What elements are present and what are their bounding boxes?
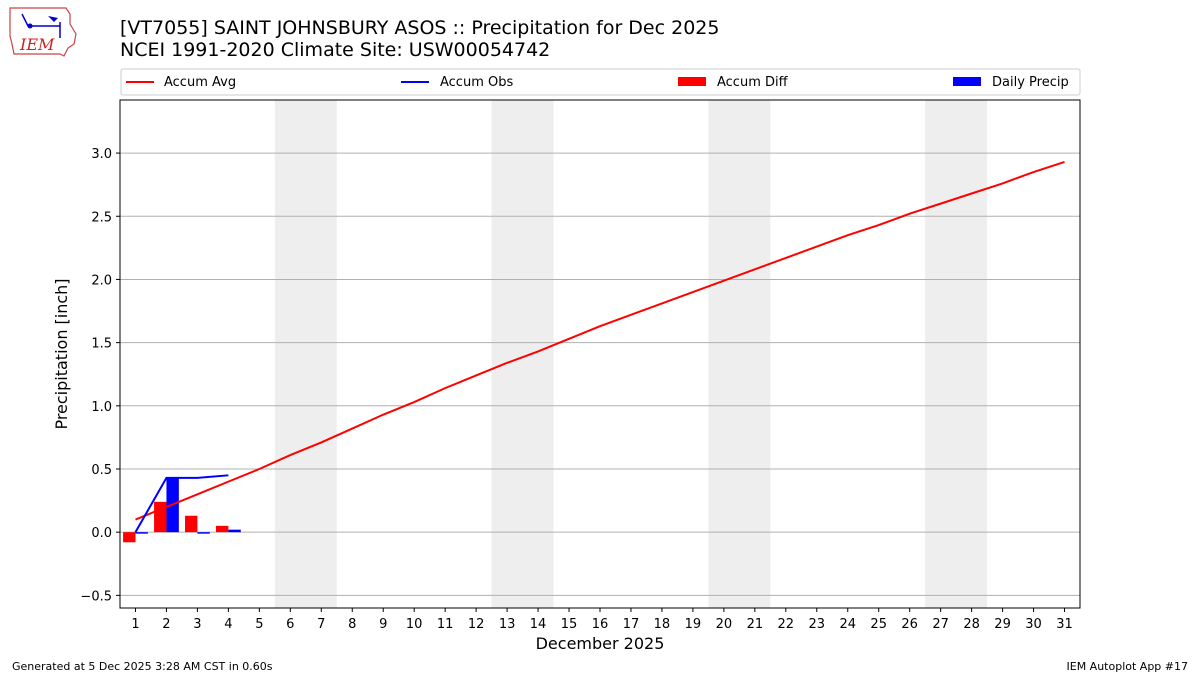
weekend-shade (925, 100, 988, 608)
chart-legend: Accum Avg Accum Obs Accum Diff Daily Pre… (120, 68, 1081, 96)
x-tick-label: 29 (994, 617, 1011, 632)
accum-diff-bar (123, 532, 136, 543)
y-tick-label: 3.0 (91, 147, 112, 162)
weekend-shade (274, 100, 337, 608)
y-tick-label: 2.5 (91, 210, 112, 225)
x-tick-label: 20 (716, 617, 733, 632)
x-tick-label: 31 (1056, 617, 1073, 632)
accum-obs-line (134, 474, 229, 533)
weekend-shade (708, 100, 771, 608)
accum-avg-line (135, 160, 1065, 521)
y-tick-label: 1.0 (91, 400, 112, 415)
y-tick-label: 0.5 (91, 463, 112, 478)
plot-frame (119, 99, 1081, 609)
x-tick-label: 14 (530, 617, 547, 632)
x-tick-label: 27 (932, 617, 949, 632)
x-tick-label: 24 (839, 617, 856, 632)
iem-logo-text: IEM (19, 35, 55, 54)
y-axis-label: Precipitation [inch] (52, 278, 71, 429)
accum-diff-bar (216, 525, 229, 533)
x-tick-label: 3 (193, 617, 201, 632)
x-tick-label: 5 (255, 617, 263, 632)
x-tick-label: 22 (778, 617, 795, 632)
x-tick-label: 30 (1025, 617, 1042, 632)
daily-precip-bar (197, 532, 210, 534)
x-tick-label: 18 (654, 617, 671, 632)
iem-logo: IEM (9, 7, 77, 57)
x-tick-label: 21 (747, 617, 764, 632)
weekend-shade (491, 100, 554, 608)
legend-label-accum-avg: Accum Avg (164, 75, 236, 90)
y-tick-label: −0.5 (80, 589, 112, 604)
chart-title: [VT7055] SAINT JOHNSBURY ASOS :: Precipi… (120, 17, 720, 39)
x-tick-label: 23 (809, 617, 826, 632)
x-tick-label: 17 (623, 617, 640, 632)
x-tick-label: 6 (286, 617, 294, 632)
x-tick-label: 11 (437, 617, 454, 632)
accum-diff-bar (154, 501, 167, 533)
x-tick-label: 9 (379, 617, 387, 632)
x-tick-label: 13 (499, 617, 516, 632)
y-tick-label: 1.5 (91, 337, 112, 352)
app-footer: IEM Autoplot App #17 (1066, 660, 1189, 673)
x-tick-label: 25 (870, 617, 887, 632)
x-tick-label: 26 (901, 617, 918, 632)
x-tick-label: 19 (685, 617, 702, 632)
accum-diff-bar (185, 515, 198, 533)
daily-precip-bar (135, 532, 148, 534)
y-tick-label: 0.0 (91, 526, 112, 541)
legend-swatch-daily-precip (953, 77, 981, 86)
y-tick-label: 2.0 (91, 273, 112, 288)
x-tick-label: 28 (963, 617, 980, 632)
x-tick-label: 7 (317, 617, 325, 632)
x-tick-label: 10 (406, 617, 423, 632)
chart-subtitle: NCEI 1991-2020 Climate Site: USW00054742 (120, 39, 551, 61)
x-tick-label: 8 (348, 617, 356, 632)
generated-footer: Generated at 5 Dec 2025 3:28 AM CST in 0… (12, 660, 273, 673)
x-tick-label: 16 (592, 617, 609, 632)
x-axis-label: December 2025 (536, 634, 665, 653)
legend-label-accum-obs: Accum Obs (440, 75, 513, 90)
legend-swatch-accum-diff (678, 77, 706, 86)
legend-label-daily-precip: Daily Precip (992, 75, 1069, 90)
x-tick-label: 2 (162, 617, 170, 632)
x-tick-label: 4 (224, 617, 232, 632)
x-tick-label: 1 (131, 617, 139, 632)
plot-area: −0.50.00.51.01.52.02.53.01 2 3 4 5 6 7 8 9 10 11 12… (80, 99, 1081, 632)
legend-label-accum-diff: Accum Diff (717, 75, 789, 90)
x-tick-label: 15 (561, 617, 578, 632)
x-tick-label: 12 (468, 617, 485, 632)
daily-precip-bar (228, 529, 241, 533)
